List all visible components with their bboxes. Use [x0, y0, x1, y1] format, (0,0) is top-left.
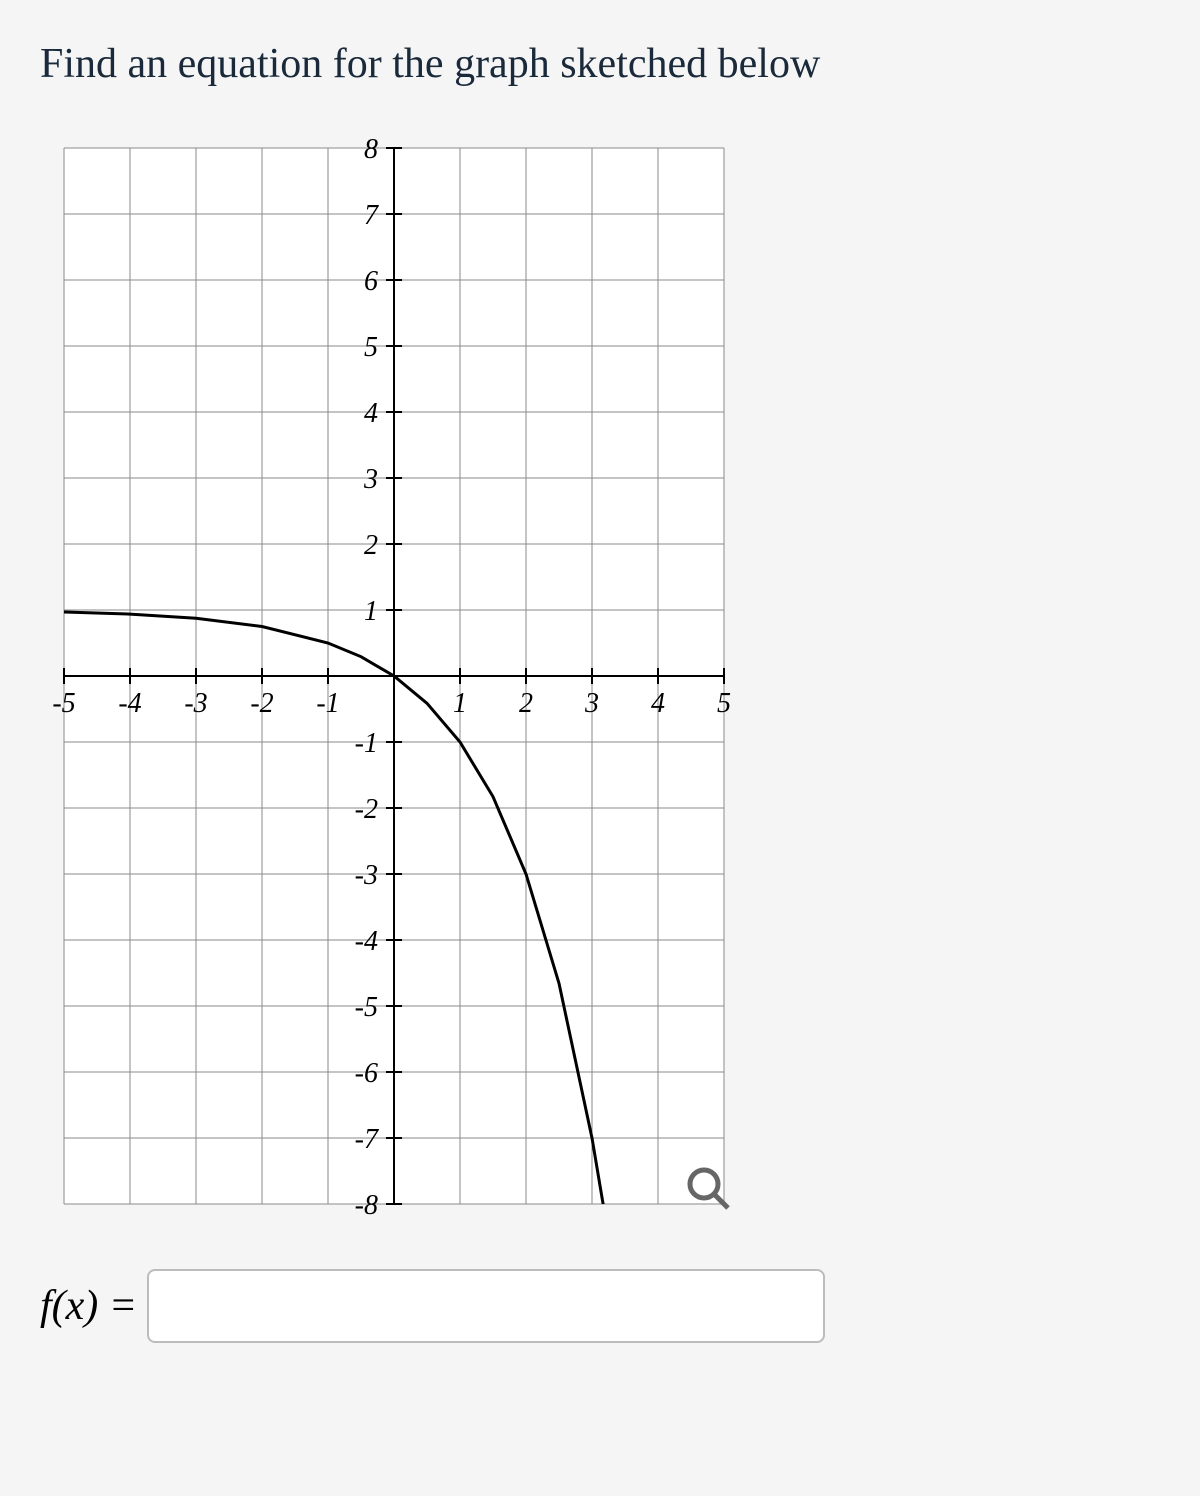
svg-text:-5: -5 — [52, 688, 75, 719]
svg-text:1: 1 — [364, 596, 378, 627]
svg-text:4: 4 — [651, 688, 665, 719]
svg-text:5: 5 — [717, 688, 731, 719]
svg-text:2: 2 — [364, 530, 378, 561]
svg-text:2: 2 — [519, 688, 533, 719]
svg-text:6: 6 — [364, 266, 378, 297]
answer-input[interactable] — [147, 1269, 825, 1343]
svg-text:-6: -6 — [355, 1058, 378, 1089]
svg-text:-4: -4 — [118, 688, 141, 719]
svg-text:-5: -5 — [355, 992, 378, 1023]
svg-text:4: 4 — [364, 398, 378, 429]
answer-row: f(x) = — [40, 1269, 1160, 1343]
svg-text:7: 7 — [364, 200, 379, 231]
svg-text:-2: -2 — [250, 688, 273, 719]
graph-svg: -5 -4 -3 -2 -1 1 2 3 4 5 -8 -7 -6 -5 -4 -3 -2 -1 1 2 3 4 5 6 7 8 — [44, 128, 784, 1224]
svg-text:-3: -3 — [355, 860, 378, 891]
svg-text:3: 3 — [584, 688, 599, 719]
svg-text:-1: -1 — [355, 728, 378, 759]
graph-chart: -5 -4 -3 -2 -1 1 2 3 4 5 -8 -7 -6 -5 -4 -3 -2 -1 1 2 3 4 5 6 7 8 — [44, 128, 1160, 1229]
svg-text:-2: -2 — [355, 794, 378, 825]
question-text: Find an equation for the graph sketched … — [40, 40, 1160, 88]
svg-text:-3: -3 — [184, 688, 207, 719]
svg-text:3: 3 — [363, 464, 378, 495]
svg-text:5: 5 — [364, 332, 378, 363]
svg-text:1: 1 — [453, 688, 467, 719]
svg-text:-4: -4 — [355, 926, 378, 957]
answer-label: f(x) = — [40, 1282, 137, 1330]
svg-text:8: 8 — [364, 134, 378, 165]
svg-text:-7: -7 — [355, 1124, 379, 1155]
svg-text:-8: -8 — [355, 1190, 378, 1221]
svg-text:-1: -1 — [316, 688, 339, 719]
